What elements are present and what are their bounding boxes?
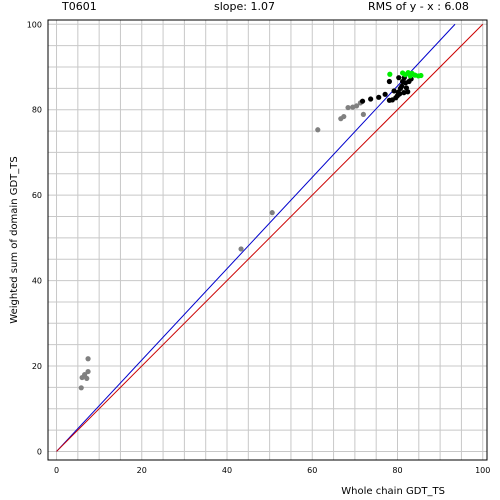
black-data-point (399, 83, 405, 89)
y-tick-label: 100 (27, 20, 42, 29)
gray-data-point (353, 103, 360, 109)
gray-data-point (82, 371, 88, 378)
gray-data-point (269, 210, 275, 216)
x-tick-label: 0 (54, 466, 59, 475)
y-tick-label: 80 (32, 106, 42, 115)
black-data-point (391, 88, 397, 94)
y-tick-label: 0 (37, 447, 42, 456)
y-tick-label: 60 (32, 191, 42, 200)
gray-data-point (341, 113, 347, 120)
trend-lines (56, 23, 484, 452)
y-tick-label: 20 (32, 362, 42, 371)
identity-line (56, 23, 484, 452)
rms-text: RMS of y - x : 6.08 (368, 0, 469, 13)
axis-ticks: 0 20 40 60 80 100 0 20 40 60 80 100 (27, 20, 491, 475)
green-data-point (418, 72, 424, 79)
gray-data-point (315, 127, 321, 133)
gray-data-point (84, 375, 90, 382)
black-data-point (397, 91, 403, 97)
gray-data-point (345, 104, 351, 111)
x-tick-label: 40 (222, 466, 232, 475)
x-tick-label: 80 (392, 466, 402, 475)
black-data-point (405, 89, 411, 95)
x-tick-label: 20 (137, 466, 147, 475)
black-data-point (396, 75, 402, 81)
black-data-point (368, 96, 374, 102)
gray-data-point (85, 356, 91, 362)
data-points (78, 69, 424, 391)
target-id: T0601 (62, 0, 97, 13)
grid (48, 20, 487, 460)
green-data-point (387, 71, 393, 77)
fit-line (56, 23, 456, 452)
black-data-point (359, 98, 366, 104)
y-axis-label: Weighted sum of domain GDT_TS (9, 156, 20, 323)
x-axis-label: Whole chain GDT_TS (341, 486, 445, 497)
black-data-point (386, 78, 392, 85)
y-tick-label: 40 (32, 277, 42, 286)
gray-data-point (360, 111, 366, 118)
gray-data-point (85, 368, 91, 375)
black-data-point (382, 91, 388, 97)
x-tick-label: 60 (307, 466, 317, 475)
plot-frame (47, 19, 488, 461)
gray-data-point (78, 385, 84, 391)
x-tick-label: 100 (475, 466, 490, 475)
gray-data-point (238, 246, 244, 252)
black-data-point (376, 94, 382, 100)
slope-text: slope: 1.07 (214, 0, 275, 13)
